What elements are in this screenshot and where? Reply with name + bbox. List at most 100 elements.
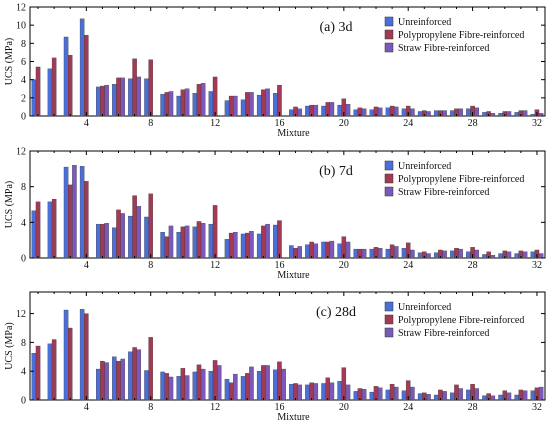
bar-1-mixture-12 bbox=[208, 91, 214, 117]
legend-label-3: Straw Fibre-reinforced bbox=[398, 43, 489, 54]
x-tick-label: 16 bbox=[274, 118, 284, 129]
bar-1-mixture-17 bbox=[289, 245, 294, 259]
bar-3-mixture-28 bbox=[474, 249, 480, 259]
x-tick-label: 20 bbox=[339, 260, 349, 271]
x-tick-label: 12 bbox=[210, 118, 220, 129]
bar-1-mixture-26 bbox=[433, 110, 439, 117]
legend-swatch-2 bbox=[384, 173, 394, 184]
bar-3-mixture-11 bbox=[200, 83, 206, 117]
x-tick-label: 32 bbox=[532, 402, 542, 413]
x-tick-label: 8 bbox=[148, 260, 153, 271]
bar-3-mixture-29 bbox=[490, 395, 496, 401]
bar-3-mixture-29 bbox=[490, 113, 496, 117]
bar-1-mixture-18 bbox=[305, 244, 310, 259]
bar-1-mixture-7 bbox=[128, 215, 133, 259]
legend-swatch-1 bbox=[384, 160, 394, 171]
bar-3-mixture-28 bbox=[474, 107, 480, 117]
bar-1-mixture-19 bbox=[321, 383, 326, 401]
bar-2-mixture-8 bbox=[148, 193, 153, 259]
bar-1-mixture-27 bbox=[450, 250, 455, 259]
bar-3-mixture-26 bbox=[442, 110, 447, 117]
y-tick-label: 4 bbox=[21, 75, 26, 86]
bar-1-mixture-2 bbox=[47, 68, 53, 117]
bar-1-mixture-11 bbox=[192, 93, 198, 117]
bar-3-mixture-31 bbox=[522, 251, 528, 259]
bar-3-mixture-25 bbox=[426, 394, 431, 401]
bar-1-mixture-15 bbox=[256, 233, 262, 259]
x-tick-label: 32 bbox=[532, 118, 542, 129]
bar-1-mixture-15 bbox=[256, 94, 262, 117]
bar-2-mixture-13 bbox=[228, 382, 234, 401]
bar-3-mixture-7 bbox=[136, 76, 142, 117]
bar-3-mixture-14 bbox=[249, 92, 254, 117]
bar-2-mixture-14 bbox=[245, 232, 250, 259]
bar-2-mixture-13 bbox=[228, 232, 234, 259]
bar-2-mixture-9 bbox=[164, 236, 170, 259]
bar-3-mixture-31 bbox=[522, 110, 528, 117]
bar-1-mixture-6 bbox=[112, 227, 117, 259]
bar-1-mixture-12 bbox=[208, 371, 214, 401]
bar-1-mixture-2 bbox=[47, 343, 53, 401]
bar-3-mixture-22 bbox=[377, 107, 383, 117]
bar-1-mixture-30 bbox=[498, 253, 503, 259]
bar-1-mixture-29 bbox=[482, 395, 487, 401]
bar-1-mixture-25 bbox=[417, 393, 423, 401]
bar-3-mixture-23 bbox=[394, 246, 399, 259]
bar-2-mixture-16 bbox=[277, 361, 282, 401]
x-axis-title: Mixture bbox=[277, 128, 310, 139]
bar-1-mixture-14 bbox=[240, 233, 246, 259]
y-tick-label: 4 bbox=[21, 367, 26, 378]
legend: Unreinforced Polypropylene Fibre-reinforc… bbox=[384, 16, 524, 54]
bar-1-mixture-14 bbox=[240, 376, 246, 401]
y-axis-title: UCS (MPa) bbox=[4, 322, 15, 370]
bar-2-mixture-15 bbox=[261, 225, 266, 259]
bar-2-mixture-18 bbox=[309, 241, 314, 259]
bar-3-mixture-22 bbox=[377, 387, 383, 401]
bar-1-mixture-8 bbox=[144, 216, 149, 259]
legend-swatch-3 bbox=[384, 186, 394, 197]
bar-1-mixture-31 bbox=[514, 253, 519, 259]
bar-1-mixture-26 bbox=[433, 252, 439, 259]
bar-1-mixture-6 bbox=[112, 356, 117, 401]
bar-1-mixture-32 bbox=[530, 390, 536, 401]
bar-1-mixture-6 bbox=[112, 84, 117, 117]
bar-2-mixture-15 bbox=[261, 89, 266, 117]
bar-1-mixture-21 bbox=[353, 109, 358, 117]
y-axis-title: UCS (MPa) bbox=[4, 38, 15, 86]
bar-2-mixture-2 bbox=[51, 339, 57, 401]
x-tick-label: 24 bbox=[403, 118, 413, 129]
bar-1-mixture-20 bbox=[337, 381, 342, 401]
bar-2-mixture-19 bbox=[325, 102, 330, 117]
bar-1-mixture-22 bbox=[369, 391, 375, 401]
legend-swatch-1 bbox=[384, 16, 394, 27]
legend-label-1: Unreinforced bbox=[398, 161, 451, 172]
bar-3-mixture-27 bbox=[458, 248, 463, 259]
bar-3-mixture-18 bbox=[313, 104, 319, 117]
x-tick-label: 20 bbox=[339, 402, 349, 413]
bar-3-mixture-11 bbox=[200, 223, 206, 259]
bar-3-mixture-14 bbox=[249, 366, 254, 401]
bar-2-mixture-10 bbox=[180, 89, 186, 117]
bar-2-mixture-16 bbox=[277, 220, 282, 259]
legend-swatch-2 bbox=[384, 314, 394, 325]
bar-3-mixture-30 bbox=[506, 111, 512, 117]
legend-swatch-2 bbox=[384, 29, 394, 40]
bar-1-mixture-17 bbox=[289, 109, 294, 117]
bar-2-mixture-1 bbox=[35, 201, 41, 259]
bar-3-mixture-19 bbox=[329, 240, 335, 259]
bar-2-mixture-7 bbox=[132, 195, 137, 259]
bar-3-mixture-31 bbox=[522, 390, 528, 401]
bar-2-mixture-2 bbox=[51, 57, 57, 117]
bar-1-mixture-22 bbox=[369, 109, 375, 117]
bar-1-mixture-10 bbox=[176, 376, 181, 401]
bar-3-mixture-22 bbox=[377, 248, 383, 259]
bar-1-mixture-31 bbox=[514, 112, 519, 117]
x-tick-label: 8 bbox=[148, 118, 153, 129]
bar-3-mixture-16 bbox=[281, 368, 286, 401]
bar-1-mixture-20 bbox=[337, 243, 342, 259]
x-axis-title: Mixture bbox=[277, 270, 310, 281]
bar-1-mixture-24 bbox=[401, 390, 407, 401]
bar-1-mixture-2 bbox=[47, 201, 53, 259]
y-tick-label: 12 bbox=[16, 309, 26, 320]
